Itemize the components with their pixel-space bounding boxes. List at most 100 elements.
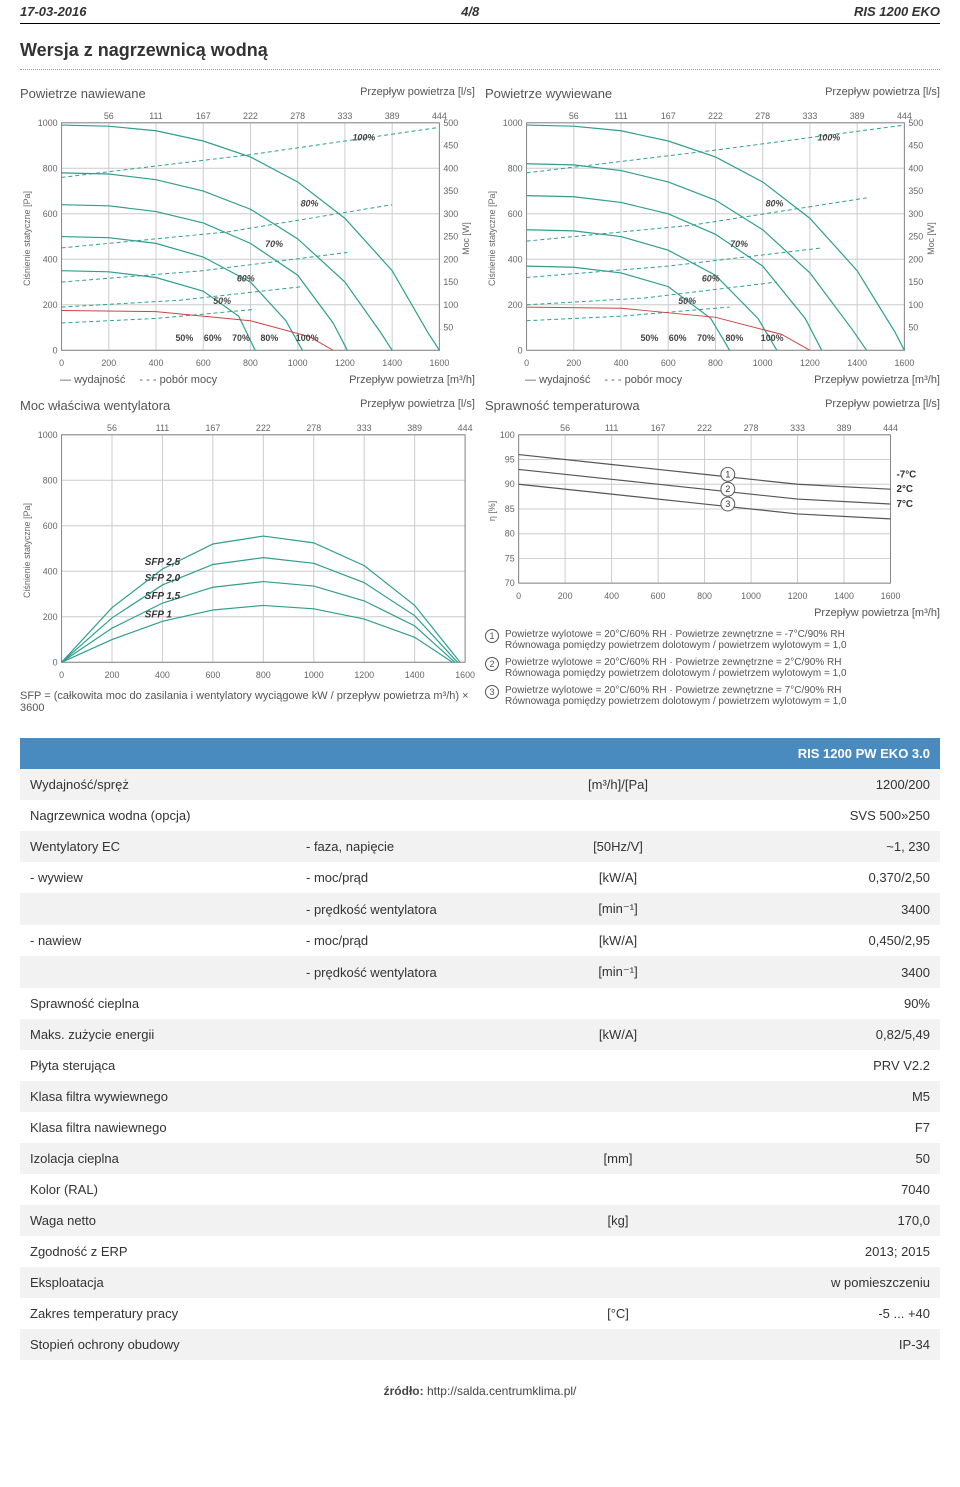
svg-text:389: 389 — [837, 423, 852, 433]
svg-text:SFP 2,5: SFP 2,5 — [145, 557, 181, 568]
table-row: - prędkość wentylatora[min⁻¹]3400 — [20, 893, 940, 925]
svg-text:167: 167 — [661, 111, 676, 121]
svg-text:1600: 1600 — [894, 358, 914, 368]
table-cell: M5 — [710, 1081, 940, 1112]
svg-text:600: 600 — [196, 358, 211, 368]
charts-grid: Powietrze nawiewane Przepływ powietrza [… — [20, 86, 940, 714]
svg-text:200: 200 — [43, 300, 58, 310]
svg-text:50%: 50% — [213, 296, 231, 306]
svg-text:300: 300 — [908, 209, 923, 219]
table-cell: [kg] — [526, 1205, 710, 1236]
svg-text:95: 95 — [505, 455, 515, 465]
svg-text:90: 90 — [505, 479, 515, 489]
note-number-icon: 3 — [485, 685, 499, 699]
table-cell — [20, 956, 296, 988]
svg-text:200: 200 — [101, 358, 116, 368]
table-cell — [296, 1112, 526, 1143]
table-cell: [kW/A] — [526, 862, 710, 893]
svg-text:400: 400 — [908, 163, 923, 173]
table-cell: Wydajność/spręż — [20, 769, 296, 800]
svg-text:350: 350 — [443, 186, 458, 196]
note-text: Powietrze wylotowe = 20°C/60% RH · Powie… — [505, 685, 847, 707]
svg-text:60%: 60% — [204, 333, 222, 343]
table-cell: 7040 — [710, 1174, 940, 1205]
table-row: Sprawność cieplna90% — [20, 988, 940, 1019]
svg-text:50%: 50% — [175, 333, 193, 343]
svg-text:300: 300 — [443, 209, 458, 219]
table-row: Nagrzewnica wodna (opcja)SVS 500»250 — [20, 800, 940, 831]
svg-text:1200: 1200 — [800, 358, 820, 368]
divider — [20, 69, 940, 70]
svg-text:100: 100 — [500, 430, 515, 440]
table-cell — [526, 1329, 710, 1360]
svg-text:Moc [W]: Moc [W] — [926, 222, 936, 255]
svg-text:2: 2 — [725, 484, 730, 494]
svg-text:1400: 1400 — [405, 670, 425, 680]
table-cell: 3400 — [710, 956, 940, 988]
spec-header-row: RIS 1200 PW EKO 3.0 — [20, 738, 940, 769]
svg-text:1000: 1000 — [741, 591, 761, 601]
svg-text:167: 167 — [651, 423, 666, 433]
header-page: 4/8 — [461, 4, 479, 19]
table-cell: PRV V2.2 — [710, 1050, 940, 1081]
svg-text:444: 444 — [897, 111, 912, 121]
table-cell — [526, 1081, 710, 1112]
svg-text:2°C: 2°C — [896, 484, 913, 495]
svg-text:167: 167 — [205, 423, 220, 433]
svg-text:η [%]: η [%] — [487, 501, 497, 521]
svg-text:80%: 80% — [301, 198, 319, 208]
table-cell: - moc/prąd — [296, 862, 526, 893]
svg-text:70%: 70% — [265, 239, 283, 249]
table-cell — [296, 1267, 526, 1298]
svg-text:100%: 100% — [352, 132, 375, 142]
svg-text:150: 150 — [908, 277, 923, 287]
svg-text:70: 70 — [505, 578, 515, 588]
table-cell: - prędkość wentylatora — [296, 956, 526, 988]
svg-text:1600: 1600 — [881, 591, 901, 601]
chart-exhaust-air: Powietrze wywiewane Przepływ powietrza [… — [485, 86, 940, 388]
svg-text:50: 50 — [443, 323, 453, 333]
table-cell: 0,370/2,50 — [710, 862, 940, 893]
svg-text:800: 800 — [697, 591, 712, 601]
svg-text:400: 400 — [43, 566, 58, 576]
svg-text:0: 0 — [516, 591, 521, 601]
table-cell — [296, 1329, 526, 1360]
table-cell: Zakres temperatury pracy — [20, 1298, 296, 1329]
chart3-svg: 0200400600800100012001400160002004006008… — [20, 417, 475, 684]
table-row: Maks. zużycie energii[kW/A]0,82/5,49 — [20, 1019, 940, 1050]
chart4-svg: 0200400600800100012001400160070758085909… — [485, 417, 940, 605]
svg-text:600: 600 — [508, 209, 523, 219]
svg-text:56: 56 — [560, 423, 570, 433]
table-cell — [296, 1143, 526, 1174]
svg-text:0: 0 — [518, 345, 523, 355]
header-date: 17-03-2016 — [20, 4, 87, 19]
efficiency-note: 2Powietrze wylotowe = 20°C/60% RH · Powi… — [485, 657, 940, 679]
svg-text:450: 450 — [443, 141, 458, 151]
svg-text:50: 50 — [908, 323, 918, 333]
chart1-title: Powietrze nawiewane — [20, 86, 146, 101]
svg-text:400: 400 — [508, 254, 523, 264]
table-cell: Kolor (RAL) — [20, 1174, 296, 1205]
table-row: Klasa filtra nawiewnegoF7 — [20, 1112, 940, 1143]
table-row: - prędkość wentylatora[min⁻¹]3400 — [20, 956, 940, 988]
table-row: Stopień ochrony obudowyIP-34 — [20, 1329, 940, 1360]
chart1-top-axis-label: Przepływ powietrza [l/s] — [360, 86, 475, 103]
svg-text:450: 450 — [908, 141, 923, 151]
table-cell — [20, 893, 296, 925]
efficiency-note: 3 Powietrze wylotowe = 20°C/60% RH · Powi… — [485, 685, 940, 707]
svg-text:1600: 1600 — [429, 358, 449, 368]
table-row: Izolacja cieplna[mm]50 — [20, 1143, 940, 1174]
header-model: RIS 1200 EKO — [854, 4, 940, 19]
table-cell: 50 — [710, 1143, 940, 1174]
table-cell: 170,0 — [710, 1205, 940, 1236]
footer-url: http://salda.centrumklima.pl/ — [427, 1384, 576, 1398]
legend-solid: wydajność — [525, 374, 590, 386]
table-cell — [526, 1174, 710, 1205]
note-number-icon: 2 — [485, 657, 499, 671]
table-cell — [296, 1174, 526, 1205]
svg-text:0: 0 — [524, 358, 529, 368]
svg-text:800: 800 — [243, 358, 258, 368]
svg-text:333: 333 — [338, 111, 353, 121]
legend-dashed: pobór mocy — [604, 374, 682, 386]
svg-text:200: 200 — [105, 670, 120, 680]
